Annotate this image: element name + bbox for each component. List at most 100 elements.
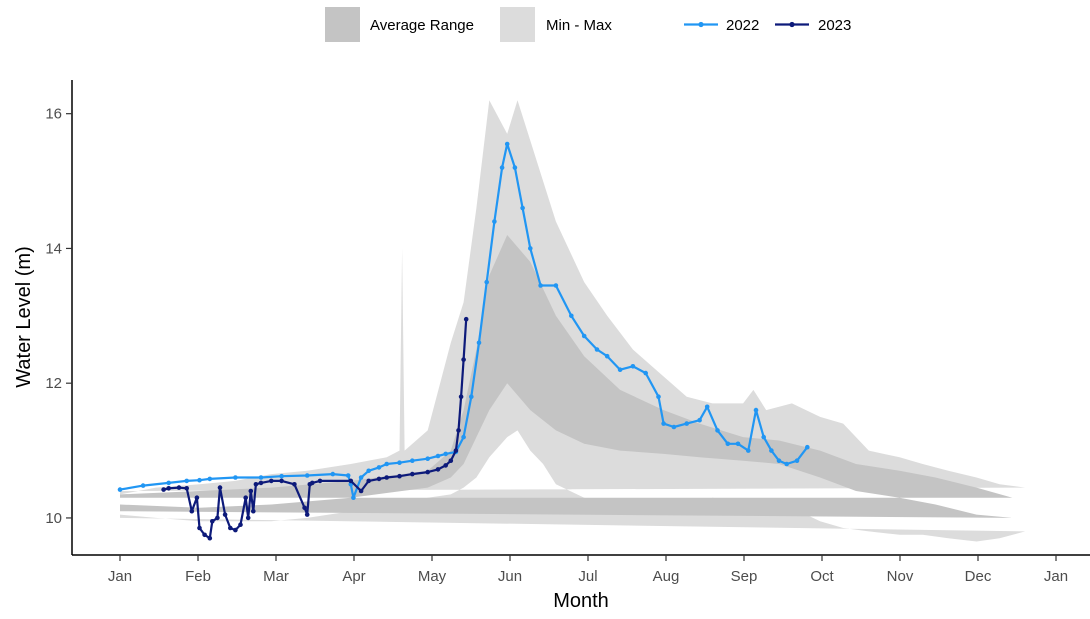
band-min-max [120,100,1026,542]
legend-swatch [500,7,535,42]
data-point-2022 [761,434,766,440]
data-point-2022 [476,340,482,346]
data-point-2022 [258,475,264,480]
data-point-2022 [604,353,610,359]
legend-swatch [325,7,360,42]
data-point-2023 [238,522,243,527]
data-point-2023 [251,508,256,514]
data-point-2022 [684,421,689,426]
data-point-2023 [292,482,297,487]
data-point-2022 [397,460,402,466]
data-point-2023 [233,527,238,533]
data-point-2023 [228,525,233,531]
data-point-2023 [202,532,207,538]
data-point-2023 [279,478,284,484]
data-point-2023 [448,458,454,464]
series-lines [117,141,810,541]
data-point-2022 [366,468,372,474]
data-point-2022 [499,165,505,170]
data-point-2023 [184,486,189,491]
data-point-2022 [504,141,510,147]
x-tick-label: Jul [578,568,597,585]
x-tick-label: Nov [887,568,914,585]
data-point-2022 [233,475,238,480]
data-point-2022 [345,473,351,478]
data-point-2022 [166,480,171,486]
data-point-2022 [581,333,587,339]
data-point-2022 [697,417,702,423]
data-point-2022 [656,394,661,400]
data-point-2022 [661,421,666,426]
series-line-2023 [163,319,468,540]
data-point-2022 [553,283,559,288]
data-point-2023 [443,463,449,468]
data-point-2022 [753,407,759,413]
data-point-2023 [243,495,248,501]
data-point-2023 [258,480,264,486]
data-point-2023 [453,448,459,453]
data-point-2022 [805,444,810,450]
data-point-2022 [643,370,648,376]
data-point-2022 [671,424,677,430]
data-point-2022 [794,458,800,464]
data-point-2023 [358,488,364,494]
legend-item-2023: 2023 [775,17,851,34]
data-point-2022 [528,246,533,251]
data-point-2023 [461,357,466,362]
data-point-2022 [207,476,213,482]
x-tick-label: Jan [108,568,132,585]
data-point-2022 [330,471,336,477]
band-average-range [120,235,1013,518]
data-point-2023 [310,480,315,486]
data-point-2023 [317,478,323,484]
data-point-2022 [351,495,356,501]
data-point-2023 [253,482,259,487]
x-tick-label: Apr [342,568,365,585]
data-point-2022 [184,478,189,484]
data-point-2022 [704,404,710,410]
data-point-2022 [520,205,525,211]
data-point-2022 [538,283,543,288]
data-point-2023 [348,478,354,484]
data-point-2022 [358,475,364,480]
series-2022 [117,141,810,501]
y-tick-label: 12 [45,375,62,392]
data-point-2023 [304,512,310,517]
legend-marker [698,21,704,28]
data-point-2022 [769,448,774,453]
legend-label: 2022 [726,17,759,34]
data-point-2023 [384,475,390,480]
legend-label: Average Range [370,17,474,34]
data-point-2022 [725,441,731,447]
data-point-2022 [776,458,782,464]
data-point-2022 [715,428,720,433]
x-tick-label: Sep [731,568,758,585]
data-point-2022 [617,367,623,373]
x-tick-label: Jun [498,568,522,585]
y-tick-label: 10 [45,510,62,527]
x-axis-title: Month [553,590,609,612]
x-tick-label: Dec [965,568,992,585]
data-point-2023 [425,469,431,475]
data-point-2023 [435,467,441,472]
data-point-2023 [166,486,171,491]
data-point-2023 [269,478,274,484]
x-tick-label: May [418,568,447,585]
legend-item-average-range: Average Range [325,7,474,42]
data-point-2023 [189,508,195,514]
data-point-2023 [397,473,402,479]
data-point-2022 [484,279,490,285]
data-point-2023 [302,505,307,511]
data-point-2023 [245,515,251,521]
data-point-2022 [197,477,202,483]
legend-marker [789,21,795,28]
data-point-2023 [410,471,415,477]
series-2023 [161,316,469,541]
x-tick-label: Oct [810,568,834,585]
data-point-2022 [384,461,390,467]
x-tick-label: Jan [1044,568,1068,585]
data-point-2023 [197,525,202,531]
data-point-2023 [210,519,215,524]
